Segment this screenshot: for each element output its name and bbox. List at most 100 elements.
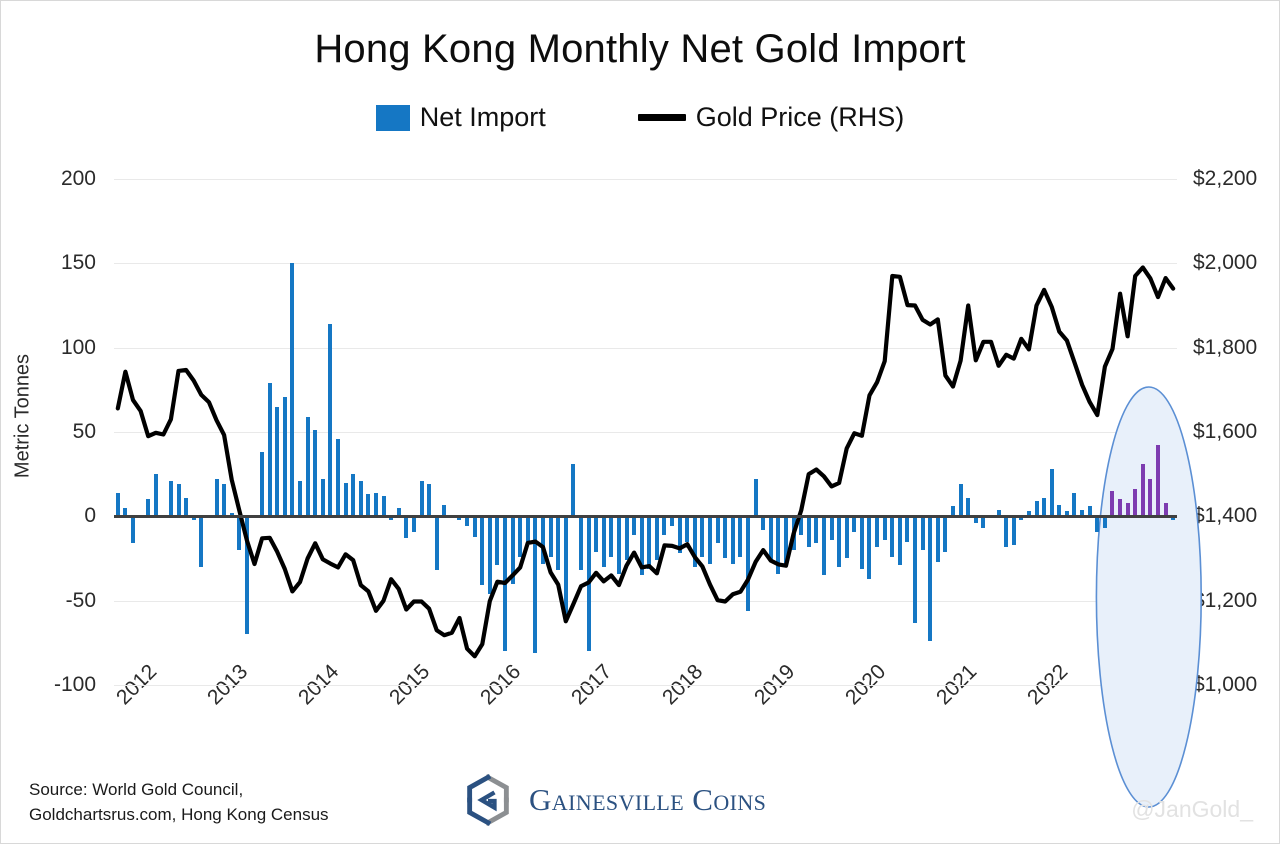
bar-2012-09 [176,484,181,517]
bar-2020-05 [875,516,880,547]
bar-2015-11 [465,516,470,527]
bar-2014-01 [298,480,303,517]
bar-2016-06 [518,516,523,557]
bar-2022-10 [1095,516,1100,532]
bar-2019-03 [768,516,773,561]
y-tick-left: 100 [60,335,96,359]
y-tick-left: 200 [60,167,96,190]
y-tick-right: $2,200 [1193,167,1258,190]
bar-2012-03 [130,516,135,544]
bar-2013-11 [282,396,287,517]
bar-2012-12 [199,516,204,567]
bar-2017-10 [639,516,644,576]
bar-2014-08 [351,474,356,517]
bar-2018-01 [662,516,667,535]
bar-2019-07 [799,516,804,535]
legend-item-gold-price: Gold Price (RHS) [637,102,905,132]
bar-2020-12 [928,516,933,642]
bar-2012-06 [153,474,158,517]
y-tick-left: 150 [60,251,96,275]
legend-line-gold-price [637,114,686,121]
bar-2018-03 [677,516,682,554]
bar-2022-05 [1057,504,1062,517]
highlight-ellipse [1095,386,1203,808]
bar-2021-10 [1004,516,1009,547]
bar-2016-11 [556,516,561,571]
bar-2013-12 [290,263,295,517]
bar-2018-08 [715,516,720,544]
bar-2020-06 [882,516,887,540]
bar-2018-12 [746,516,750,611]
bar-2014-11 [373,492,378,517]
y-tick-right: $1,800 [1193,335,1258,359]
source-note: Source: World Gold Council, Goldchartsru… [29,778,329,827]
bar-2023-07 [1163,502,1168,517]
bar-2013-04 [229,512,234,517]
bar-2023-06 [1156,445,1161,517]
bar-2014-03 [313,430,318,517]
bar-2018-04 [685,516,690,542]
bar-2021-06 [973,516,978,524]
bar-2023-02 [1125,502,1130,517]
bar-2014-07 [343,482,348,517]
bar-2012-02 [123,507,128,517]
bar-2015-05 [419,480,424,517]
bar-2020-02 [852,516,857,532]
bar-2015-07 [434,516,439,571]
bar-2019-09 [814,516,819,544]
bar-2022-09 [1087,506,1092,517]
bar-2014-05 [328,324,333,517]
bar-2020-11 [920,516,925,551]
bar-2017-05 [601,516,606,567]
bar-2022-04 [1049,469,1054,517]
bar-2016-07 [525,516,530,544]
bar-2018-05 [692,516,697,567]
bar-2016-02 [487,516,492,594]
y-tick-left: 0 [84,504,96,528]
bar-2020-03 [859,516,864,569]
bar-2022-01 [1026,511,1031,517]
legend-label-gold-price: Gold Price (RHS) [695,102,905,132]
bar-2022-11 [1102,516,1107,529]
bar-2014-09 [358,480,363,517]
bar-2021-04 [958,484,963,517]
bar-2023-04 [1140,464,1145,517]
bar-2022-02 [1034,501,1039,517]
bar-2017-11 [647,516,652,569]
bar-2014-10 [366,494,371,517]
y-tick-right: $1,400 [1193,504,1258,528]
bar-2021-03 [951,506,955,517]
grid-line [114,432,1177,433]
bar-2020-01 [844,516,849,559]
y-tick-right: $2,000 [1193,251,1258,275]
bar-2016-03 [495,516,500,566]
bar-2019-12 [837,516,842,567]
bar-2014-04 [320,479,325,517]
bar-2016-01 [480,516,485,586]
bar-2017-04 [594,516,599,552]
bar-2012-08 [168,480,173,517]
zero-baseline [114,515,1177,519]
bar-2013-09 [267,383,272,517]
grid-line [114,179,1177,180]
bar-2019-08 [806,516,811,547]
bar-2013-05 [237,516,242,551]
bar-2015-08 [442,504,447,517]
bar-2019-10 [821,516,826,576]
legend-item-net-import: Net Import [375,104,546,131]
bar-2021-05 [966,497,971,517]
bar-2013-08 [260,452,265,517]
bar-2016-08 [533,516,538,653]
bar-2013-06 [244,516,249,635]
bar-2020-07 [890,516,895,557]
bar-2022-03 [1042,497,1047,517]
bar-2018-07 [708,516,713,564]
bar-2021-01 [935,516,940,562]
watermark: @JanGold_ [1131,796,1253,822]
bar-2020-10 [913,516,918,623]
bar-2019-04 [776,516,781,574]
bar-2017-09 [632,516,637,535]
gold-price-polyline [118,268,1173,657]
bar-2020-04 [867,516,872,579]
